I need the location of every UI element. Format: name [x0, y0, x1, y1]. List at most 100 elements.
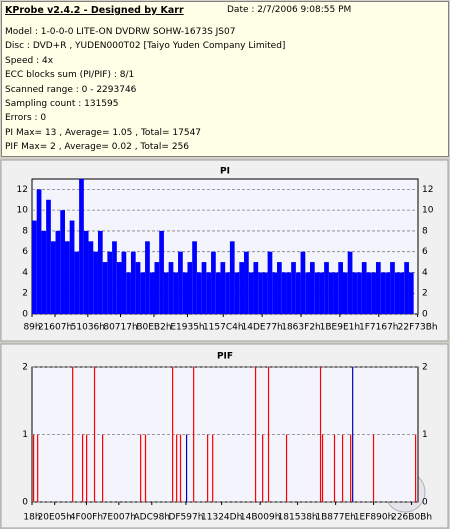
bar [102, 434, 104, 502]
info-panel: KProbe v2.4.2 - Designed by Karr Date : … [1, 1, 449, 157]
bar [366, 272, 372, 314]
app-title: KProbe v2.4.2 - Designed by Karr [5, 5, 184, 16]
bar [212, 434, 214, 502]
info-line: PIF Max= 2 , Average= 0.02 , Total= 256 [5, 142, 190, 153]
x-tick-label: 1EF890h [354, 513, 393, 523]
bar [352, 367, 354, 502]
x-tick-label: ADC98h [134, 513, 171, 523]
bar [390, 262, 395, 314]
bar [33, 434, 35, 502]
x-tick-label: 80717h [103, 323, 137, 333]
bar [36, 189, 42, 314]
bar [144, 434, 147, 502]
bar [168, 262, 174, 314]
info-line: ECC blocks sum (PI/PIF) : 8/1 [5, 70, 135, 81]
info-line: PI Max= 13 , Average= 1.05 , Total= 1754… [5, 127, 202, 138]
y2-tick-label: 2 [422, 363, 428, 373]
bar [254, 367, 257, 502]
bar [60, 210, 65, 314]
x-tick-label: 1863F2h [281, 323, 321, 333]
bar [225, 272, 230, 314]
bar [173, 272, 179, 314]
y2-tick-label: 4 [422, 268, 428, 278]
bar [310, 262, 315, 314]
bar [267, 251, 273, 314]
y2-tick-label: 1 [422, 430, 428, 440]
bar [291, 262, 296, 314]
bar [229, 241, 235, 314]
x-tick-label: 1F7167h [359, 323, 399, 333]
bar [140, 434, 142, 502]
info-line: Errors : 0 [5, 113, 47, 124]
y-tick-label: 2 [22, 289, 28, 299]
x-tick-label: 7E007h [102, 513, 136, 523]
bar [154, 262, 160, 314]
bar [206, 272, 212, 314]
bar [375, 262, 381, 314]
bar [333, 434, 336, 502]
bar [102, 262, 108, 314]
bar [342, 272, 348, 314]
x-tick-label: 22F73Bh [398, 323, 438, 333]
bar [135, 262, 141, 314]
bar [272, 272, 278, 314]
bar [97, 230, 103, 314]
bar [357, 272, 362, 314]
bar [196, 272, 202, 314]
bar [201, 262, 207, 314]
bar [262, 434, 264, 502]
x-tick-label: 14B009h [240, 513, 281, 523]
bar [258, 272, 263, 314]
info-line: Sampling count : 131595 [5, 99, 119, 109]
chart-title: PI [220, 167, 230, 177]
y2-tick-label: 2 [422, 289, 428, 299]
bar [163, 272, 169, 314]
bar [372, 434, 375, 502]
bar [83, 230, 89, 314]
x-tick-label: 1B877Eh [315, 513, 355, 523]
y2-tick-label: 6 [422, 247, 428, 257]
bar [93, 367, 96, 502]
bar [415, 434, 417, 502]
bar [50, 241, 56, 314]
y2-tick-label: 0 [422, 498, 428, 508]
bar [321, 434, 324, 502]
y-tick-label: 12 [17, 185, 28, 195]
y-tick-label: 0 [22, 498, 28, 508]
bar [234, 272, 240, 314]
y-tick-label: 0 [22, 310, 28, 320]
x-tick-label: 11324Dh [201, 513, 242, 523]
bar [371, 272, 376, 314]
x-tick-label: 14DE77h [242, 323, 283, 333]
info-line: Scanned range : 0 - 2293746 [5, 84, 137, 95]
bar [305, 272, 311, 314]
bar [41, 230, 47, 314]
y2-tick-label: 0 [422, 310, 428, 320]
bar [277, 262, 282, 314]
bar [46, 199, 51, 314]
x-tick-label: 1157C4h [203, 323, 244, 333]
bar [193, 367, 195, 502]
bar [182, 272, 188, 314]
x-tick-label: 181538h [278, 513, 318, 523]
bar [64, 241, 70, 314]
bar [281, 272, 287, 314]
bar [324, 262, 329, 314]
bar [352, 272, 358, 314]
x-tick-label: 1BE9E1h [320, 323, 360, 333]
info-line: Disc : DVD+R , YUDEN000T02 [Taiyo Yuden … [5, 41, 286, 52]
x-tick-label: 20E05h [38, 513, 72, 523]
x-tick-label: 18h [23, 513, 40, 523]
bar [404, 262, 409, 314]
bar [347, 251, 353, 314]
x-tick-label: 51036h [71, 323, 105, 333]
bar [88, 241, 94, 314]
bar [253, 262, 259, 314]
bar [107, 251, 113, 314]
bar [399, 272, 405, 314]
bar [338, 262, 343, 314]
bar [286, 272, 292, 314]
y-tick-label: 4 [22, 268, 28, 278]
y-tick-label: 1 [22, 430, 28, 440]
